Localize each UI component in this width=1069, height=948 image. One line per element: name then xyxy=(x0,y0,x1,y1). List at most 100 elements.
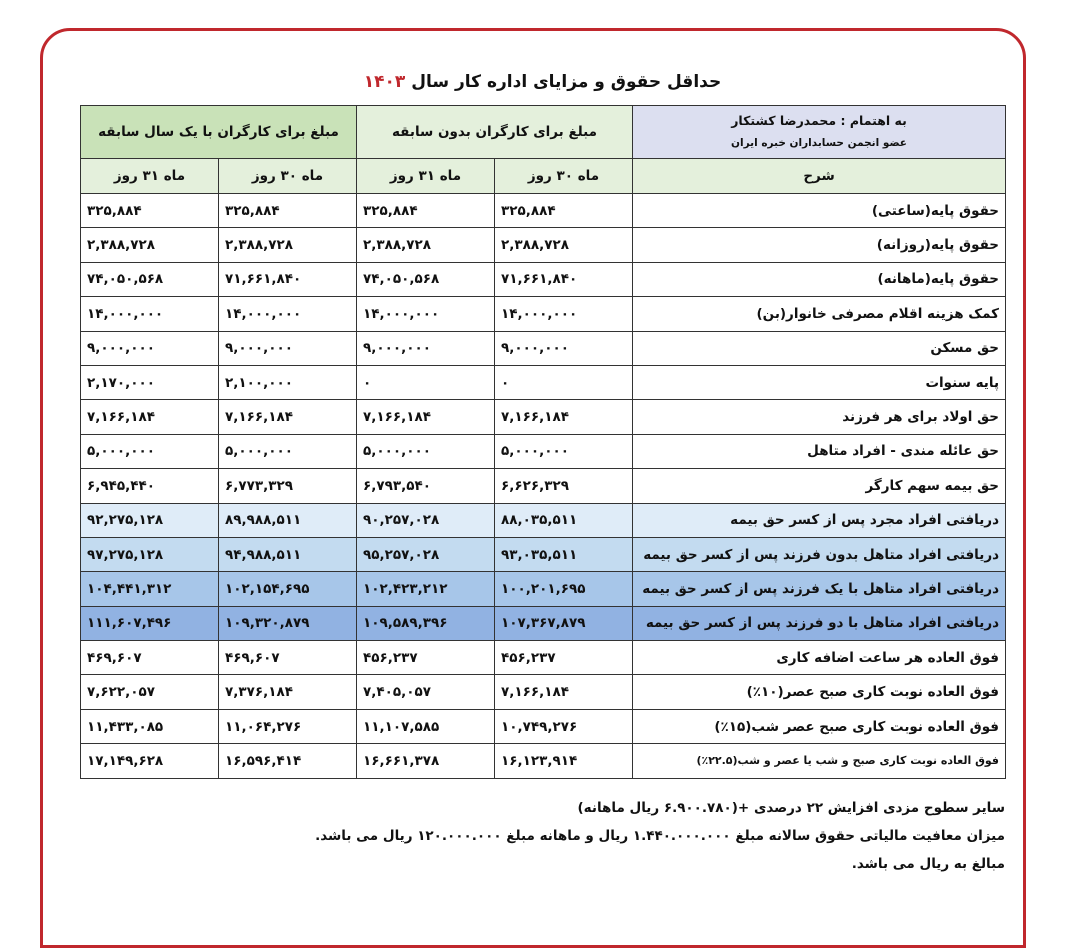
amount: ۱۰۷,۳۶۷,۸۷۹ xyxy=(494,605,634,642)
amount: ۷,۱۶۶,۱۸۴ xyxy=(494,674,634,710)
amount: ۱۰,۷۴۹,۲۷۶ xyxy=(494,708,634,745)
amount: ۴۵۶,۲۳۷ xyxy=(356,640,496,676)
amount: ۷,۴۰۵,۰۵۷ xyxy=(356,674,496,710)
amount: ۶,۷۹۳,۵۴۰ xyxy=(356,468,496,504)
amount: ۱۴,۰۰۰,۰۰۰ xyxy=(218,296,358,332)
amount: ۷۴,۰۵۰,۵۶۸ xyxy=(356,261,496,298)
amount: ۹,۰۰۰,۰۰۰ xyxy=(79,330,220,366)
subheader: ماه ۳۰ روز xyxy=(494,158,634,194)
amount: ۵,۰۰۰,۰۰۰ xyxy=(494,433,634,470)
note: میزان معافیت مالیاتی حقوق سالانه مبلغ ۱.… xyxy=(315,828,1005,844)
table-row: حقوق پایه(روزانه) ۲,۳۸۸,۷۲۸ ۲,۳۸۸,۷۲۸ ۲,۳۸۸… xyxy=(79,227,1007,263)
amount: ۵,۰۰۰,۰۰۰ xyxy=(356,433,496,470)
amount: ۹۳,۰۳۵,۵۱۱ xyxy=(494,536,634,573)
table-row: فوق العاده نوبت کاری صبح عصر(۱۰٪) ۷,۱۶۶,۱… xyxy=(79,674,1007,710)
amount: ۳۲۵,۸۸۴ xyxy=(218,192,358,229)
subheader: ماه ۳۱ روز xyxy=(79,158,220,194)
header-row: به اهتمام : محمدرضا کشتکار عضو انجمن حسا… xyxy=(79,105,1007,159)
table-row: فوق العاده هر ساعت اضافه کاری ۴۵۶,۲۳۷ ۴۵۶,… xyxy=(79,640,1007,676)
row-label: فوق العاده هر ساعت اضافه کاری xyxy=(632,640,1007,676)
table-row: کمک هزینه اقلام مصرفی خانوار(بن) ۱۴,۰۰۰,۰… xyxy=(79,296,1007,332)
table-row: حقوق پایه(ساعتی) ۳۲۵,۸۸۴ ۳۲۵,۸۸۴ ۳۲۵,۸۸۴ ۳۲۵… xyxy=(79,192,1007,229)
amount: ۷,۱۶۶,۱۸۴ xyxy=(79,399,220,435)
amount: ۱۰۴,۴۴۱,۳۱۲ xyxy=(79,571,220,607)
row-label: فوق العاده نوبت کاری صبح عصر شب(۱۵٪) xyxy=(632,708,1007,745)
row-label: دریافتی افراد متاهل با دو فرزند پس از کس… xyxy=(632,605,1007,642)
amount: ۷۴,۰۵۰,۵۶۸ xyxy=(79,261,220,298)
row-label: کمک هزینه اقلام مصرفی خانوار(بن) xyxy=(632,296,1007,332)
subheader: ماه ۳۰ روز xyxy=(218,158,358,194)
note: مبالغ به ریال می باشد. xyxy=(851,856,1005,872)
amount: ۱۰۹,۵۸۹,۳۹۶ xyxy=(356,605,496,642)
amount: ۹,۰۰۰,۰۰۰ xyxy=(218,330,358,366)
row-label: دریافتی افراد متاهل بدون فرزند پس از کسر… xyxy=(632,536,1007,573)
table-row: فوق العاده نوبت کاری صبح و شب یا عصر و ش… xyxy=(79,743,1007,779)
amount: ۹,۰۰۰,۰۰۰ xyxy=(356,330,496,366)
amount: ۷,۶۲۲,۰۵۷ xyxy=(79,674,220,710)
credit-cell: به اهتمام : محمدرضا کشتکار عضو انجمن حسا… xyxy=(632,105,1007,159)
amount: ۶,۹۴۵,۴۴۰ xyxy=(79,468,220,504)
table-row: حق بیمه سهم کارگر ۶,۶۲۶,۳۲۹ ۶,۷۹۳,۵۴۰ ۶,۷۷۳… xyxy=(79,468,1007,504)
amount: ۷۱,۶۶۱,۸۴۰ xyxy=(494,261,634,298)
row-label: حق عائله مندی - افراد متاهل xyxy=(632,433,1007,470)
amount: ۲,۱۷۰,۰۰۰ xyxy=(79,364,220,401)
amount: ۲,۳۸۸,۷۲۸ xyxy=(356,227,496,263)
page: {"title": {"text": "حداقل حقوق و مزایای … xyxy=(40,28,1026,948)
amount: ۱۷,۱۴۹,۶۲۸ xyxy=(79,743,220,779)
table-row: دریافتی افراد متاهل بدون فرزند پس از کسر… xyxy=(79,536,1007,573)
table-row: حقوق پایه(ماهانه) ۷۱,۶۶۱,۸۴۰ ۷۴,۰۵۰,۵۶۸ ۷۱,… xyxy=(79,261,1007,298)
table-row: فوق العاده نوبت کاری صبح عصر شب(۱۵٪) ۱۰,۷… xyxy=(79,708,1007,745)
amount: ۷,۱۶۶,۱۸۴ xyxy=(218,399,358,435)
group-header: مبلغ برای کارگران بدون سابقه xyxy=(356,105,634,159)
amount: ۹۲,۲۷۵,۱۲۸ xyxy=(79,502,220,538)
notes: سایر سطوح مزدی افزایش ۲۲ درصدی +(۶.۹۰۰.۷… xyxy=(80,800,1005,884)
amount: ۲,۳۸۸,۷۲۸ xyxy=(79,227,220,263)
amount: ۹۷,۲۷۵,۱۲۸ xyxy=(79,536,220,573)
row-label: دریافتی افراد مجرد پس از کسر حق بیمه xyxy=(632,502,1007,538)
amount: ۱۰۲,۴۲۳,۲۱۲ xyxy=(356,571,496,607)
amount: ۱۶,۵۹۶,۴۱۴ xyxy=(218,743,358,779)
amount: ۲,۱۰۰,۰۰۰ xyxy=(218,364,358,401)
row-label: حق بیمه سهم کارگر xyxy=(632,468,1007,504)
subheader-row: شرح ماه ۳۰ روز ماه ۳۱ روز ماه ۳۰ روز ماه ۳۱ … xyxy=(79,158,1007,194)
salary-table: به اهتمام : محمدرضا کشتکار عضو انجمن حسا… xyxy=(79,105,1007,779)
amount: ۸۹,۹۸۸,۵۱۱ xyxy=(218,502,358,538)
table-row: دریافتی افراد مجرد پس از کسر حق بیمه ۸۸,۰… xyxy=(79,502,1007,538)
group-header: مبلغ برای کارگران با یک سال سابقه xyxy=(79,105,358,159)
amount: ۷۱,۶۶۱,۸۴۰ xyxy=(218,261,358,298)
row-label: حق اولاد برای هر فرزند xyxy=(632,399,1007,435)
amount: ۱۱,۰۶۴,۲۷۶ xyxy=(218,708,358,745)
amount: ۳۲۵,۸۸۴ xyxy=(356,192,496,229)
amount: ۴۶۹,۶۰۷ xyxy=(79,640,220,676)
row-label: حقوق پایه(ساعتی) xyxy=(632,192,1007,229)
title-text: حداقل حقوق و مزایای اداره کار سال xyxy=(411,72,722,92)
table-row: دریافتی افراد متاهل با دو فرزند پس از کس… xyxy=(79,605,1007,642)
amount: ۹۰,۲۵۷,۰۲۸ xyxy=(356,502,496,538)
title-year: ۱۴۰۳ xyxy=(363,72,406,92)
amount: ۹۴,۹۸۸,۵۱۱ xyxy=(218,536,358,573)
subheader: شرح xyxy=(632,158,1007,194)
amount: ۳۲۵,۸۸۴ xyxy=(494,192,634,229)
amount: ۹,۰۰۰,۰۰۰ xyxy=(494,330,634,366)
row-label: پایه سنوات xyxy=(632,364,1007,401)
affiliation: عضو انجمن حسابداران خبره ایران xyxy=(731,137,907,149)
subheader: ماه ۳۱ روز xyxy=(356,158,496,194)
amount: ۸۸,۰۳۵,۵۱۱ xyxy=(494,502,634,538)
amount: ۳۲۵,۸۸۴ xyxy=(79,192,220,229)
amount: ۶,۶۲۶,۳۲۹ xyxy=(494,468,634,504)
amount: ۱۱,۴۳۳,۰۸۵ xyxy=(79,708,220,745)
amount: ۱۴,۰۰۰,۰۰۰ xyxy=(356,296,496,332)
note: سایر سطوح مزدی افزایش ۲۲ درصدی +(۶.۹۰۰.۷… xyxy=(577,800,1005,816)
amount: ۱۰۰,۲۰۱,۶۹۵ xyxy=(494,571,634,607)
table-body: حقوق پایه(ساعتی) ۳۲۵,۸۸۴ ۳۲۵,۸۸۴ ۳۲۵,۸۸۴ ۳۲۵… xyxy=(79,192,1007,779)
table-row: حق عائله مندی - افراد متاهل ۵,۰۰۰,۰۰۰ ۵,۰۰… xyxy=(79,433,1007,470)
row-label: دریافتی افراد متاهل با یک فرزند پس از کس… xyxy=(632,571,1007,607)
row-label: فوق العاده نوبت کاری صبح و شب یا عصر و ش… xyxy=(632,743,1007,779)
amount: ۶,۷۷۳,۳۲۹ xyxy=(218,468,358,504)
amount: ۰ xyxy=(494,364,634,401)
amount: ۷,۱۶۶,۱۸۴ xyxy=(356,399,496,435)
amount: ۴۶۹,۶۰۷ xyxy=(218,640,358,676)
amount: ۱۶,۶۶۱,۳۷۸ xyxy=(356,743,496,779)
amount: ۱۶,۱۲۳,۹۱۴ xyxy=(494,743,634,779)
table-row: حق اولاد برای هر فرزند ۷,۱۶۶,۱۸۴ ۷,۱۶۶,۱۸۴… xyxy=(79,399,1007,435)
